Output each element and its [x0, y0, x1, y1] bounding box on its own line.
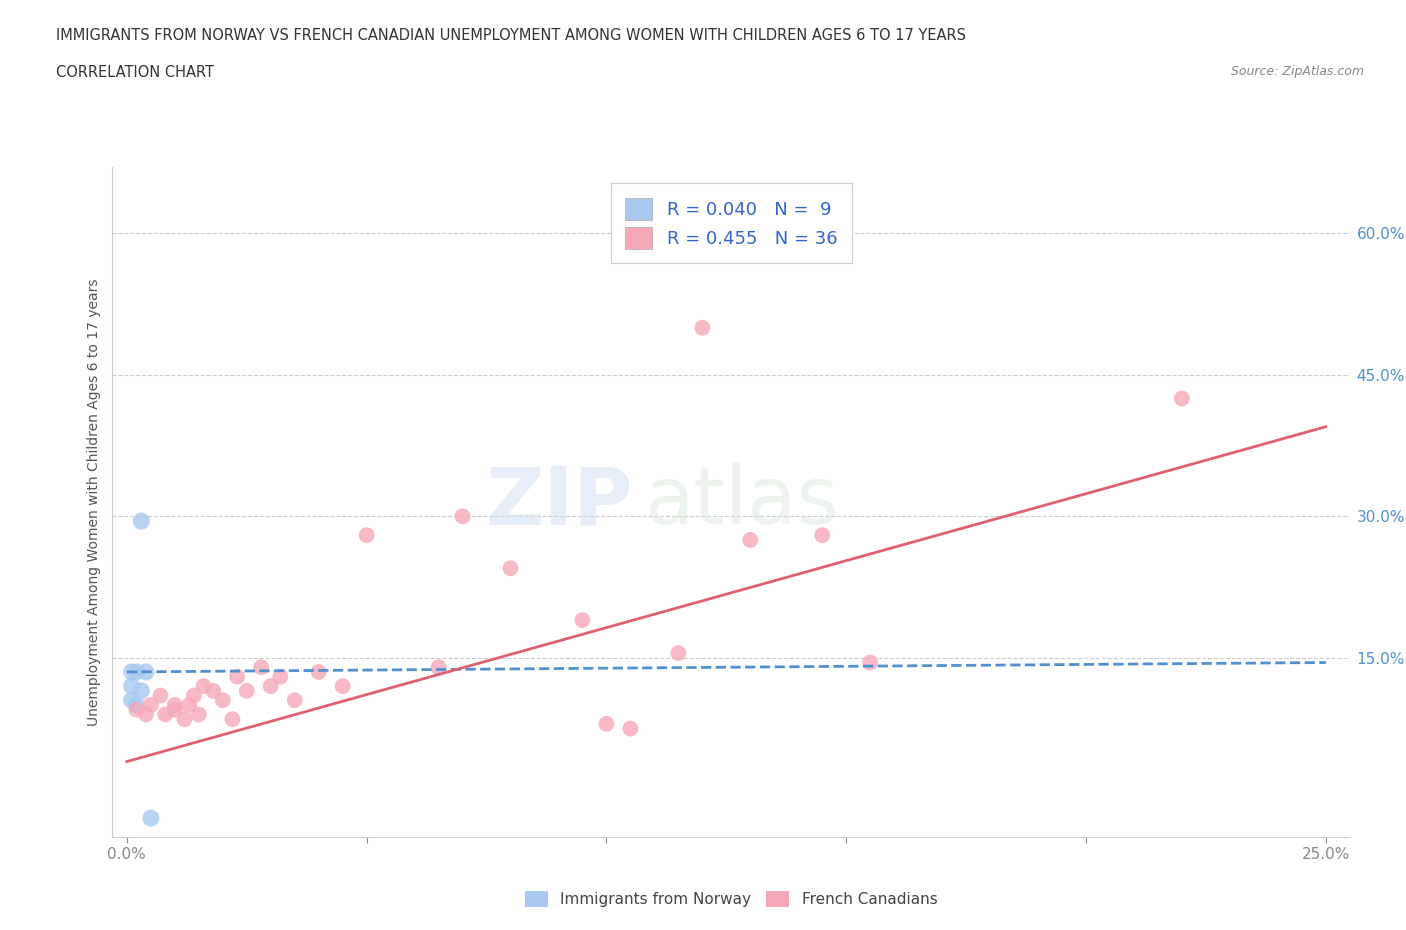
Point [451, 509, 474, 524]
Point [149, 688, 172, 703]
Point [499, 561, 522, 576]
Point [125, 665, 148, 680]
Point [173, 711, 195, 726]
Point [129, 684, 152, 698]
Text: IMMIGRANTS FROM NORWAY VS FRENCH CANADIAN UNEMPLOYMENT AMONG WOMEN WITH CHILDREN: IMMIGRANTS FROM NORWAY VS FRENCH CANADIA… [56, 28, 966, 43]
Text: CORRELATION CHART: CORRELATION CHART [56, 65, 214, 80]
Point [236, 684, 259, 698]
Point [163, 702, 186, 717]
Point [202, 684, 225, 698]
Point [619, 721, 641, 736]
Point [129, 513, 152, 528]
Point [308, 665, 330, 680]
Point [183, 688, 205, 703]
Point [125, 698, 148, 712]
Point [135, 665, 157, 680]
Point [187, 707, 209, 722]
Point [221, 711, 243, 726]
Point [139, 698, 162, 712]
Point [269, 670, 291, 684]
Point [284, 693, 307, 708]
Point [811, 527, 834, 542]
Point [226, 670, 249, 684]
Legend: R = 0.040   N =  9, R = 0.455   N = 36: R = 0.040 N = 9, R = 0.455 N = 36 [610, 183, 852, 263]
Point [332, 679, 354, 694]
Text: atlas: atlas [644, 463, 839, 541]
Point [740, 533, 762, 548]
Point [135, 707, 157, 722]
Text: Source: ZipAtlas.com: Source: ZipAtlas.com [1230, 65, 1364, 78]
Point [571, 613, 593, 628]
Point [595, 716, 617, 731]
Point [859, 655, 882, 670]
Point [155, 707, 177, 722]
Legend: Immigrants from Norway, French Canadians: Immigrants from Norway, French Canadians [519, 884, 943, 913]
Point [121, 679, 143, 694]
Point [666, 645, 689, 660]
Point [692, 320, 714, 335]
Point [260, 679, 283, 694]
Text: ZIP: ZIP [485, 463, 633, 541]
Point [193, 679, 215, 694]
Point [163, 698, 186, 712]
Point [250, 659, 273, 674]
Point [1171, 391, 1194, 405]
Point [179, 698, 201, 712]
Point [125, 702, 148, 717]
Point [139, 811, 162, 826]
Point [427, 659, 450, 674]
Point [356, 527, 378, 542]
Point [121, 693, 143, 708]
Point [121, 665, 143, 680]
Y-axis label: Unemployment Among Women with Children Ages 6 to 17 years: Unemployment Among Women with Children A… [87, 278, 101, 726]
Point [211, 693, 233, 708]
